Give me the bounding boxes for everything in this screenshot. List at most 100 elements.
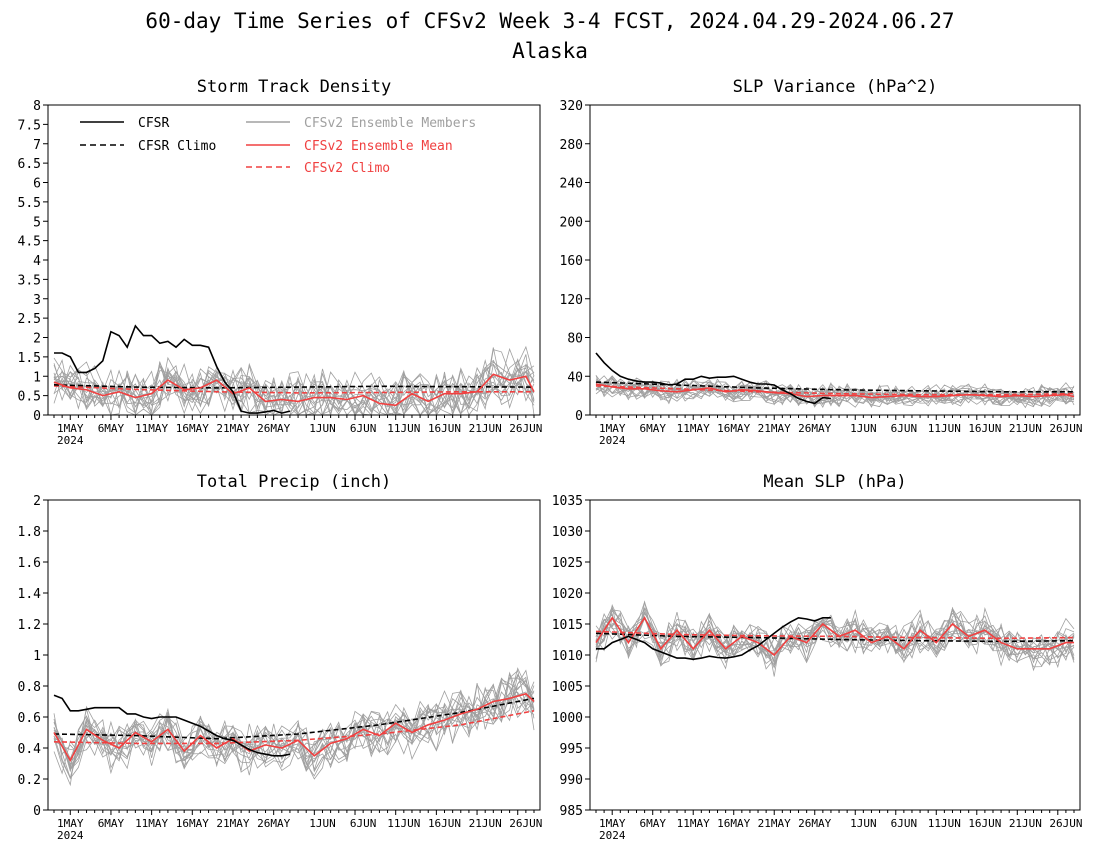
x-tick-label: 1MAY <box>599 422 626 435</box>
series-cfsr-climo <box>595 381 1074 393</box>
y-tick-label: 0.6 <box>18 711 41 726</box>
x-tick-label: 11JUN <box>928 817 961 830</box>
y-tick-label: 1 <box>33 649 41 664</box>
y-tick-label: 1010 <box>552 649 583 664</box>
x-tick-label: 6MAY <box>98 817 125 830</box>
ensemble-member-line <box>53 673 535 773</box>
y-tick-label: 0.8 <box>18 680 41 695</box>
y-tick-label: 0 <box>575 409 583 424</box>
y-tick-label: 1 <box>33 370 41 385</box>
x-tick-label: 16JUN <box>968 422 1001 435</box>
y-tick-label: 1015 <box>552 618 583 633</box>
ensemble-member-line <box>595 606 1075 670</box>
ensemble-member-line <box>595 612 1075 669</box>
legend: CFSR CFSR Climo CFSv2 Ensemble Members CFSv… <box>80 116 476 176</box>
x-tick-label: 1MAY <box>57 422 84 435</box>
x-tick-year: 2024 <box>57 434 84 447</box>
x-tick-label: 1MAY <box>599 817 626 830</box>
x-tick-label: 26MAY <box>257 817 290 830</box>
series-cfsv2-climo <box>595 385 1075 396</box>
x-tick-label: 21JUN <box>469 422 502 435</box>
x-tick-label: 6JUN <box>350 422 377 435</box>
ensemble-member-line <box>595 600 1075 668</box>
y-tick-label: 80 <box>567 332 583 347</box>
series-cfsv2-climo <box>53 385 534 394</box>
y-tick-label: 1.8 <box>18 525 41 540</box>
x-tick-label: 16MAY <box>717 422 750 435</box>
x-tick-label: 26MAY <box>798 422 831 435</box>
x-tick-label: 11MAY <box>677 422 710 435</box>
chart-panel-4: Mean SLP (hPa) 985 990 995 1000 1005 1010 1015 1… <box>552 472 1083 842</box>
ensemble-member-line <box>53 347 535 416</box>
ensemble-members <box>53 345 535 417</box>
y-tick-label: 280 <box>560 138 583 153</box>
x-tick-label: 21MAY <box>758 817 791 830</box>
ensemble-member-line <box>595 380 1075 408</box>
ensemble-member-line <box>53 669 535 779</box>
panel-title: Total Precip (inch) <box>197 472 391 492</box>
x-tick-year: 2024 <box>599 829 626 842</box>
x-tick-label: 6MAY <box>98 422 125 435</box>
y-tick-label: 0.2 <box>18 773 41 788</box>
x-tick-label: 6JUN <box>891 817 918 830</box>
chart-panel-2: SLP Variance (hPa^2) 0 40 80 120 160 200 240 280… <box>560 77 1083 447</box>
plot-frame <box>47 104 541 416</box>
ensemble-member-line <box>53 683 535 773</box>
y-tick-label: 0.4 <box>18 742 42 757</box>
x-tick-label: 16JUN <box>428 422 461 435</box>
x-tick-label: 11MAY <box>135 422 168 435</box>
y-tick-label: 6.5 <box>18 157 41 172</box>
plot-frame <box>47 499 541 811</box>
y-tick-label: 2.5 <box>18 312 41 327</box>
x-tick-label: 21JUN <box>469 817 502 830</box>
y-tick-label: 5.5 <box>18 196 41 211</box>
x-tick-label: 26MAY <box>257 422 290 435</box>
figure-title: 60-day Time Series of CFSv2 Week 3-4 FCS… <box>145 9 955 33</box>
x-tick-label: 1JUN <box>309 422 336 435</box>
x-tick-label: 16JUN <box>968 817 1001 830</box>
y-tick-label: 0 <box>33 804 41 819</box>
x-tick-label: 6JUN <box>350 817 377 830</box>
y-tick-label: 995 <box>560 742 583 757</box>
x-tick-label: 26JUN <box>509 422 542 435</box>
x-tick-label: 11MAY <box>677 817 710 830</box>
y-tick-label: 1020 <box>552 587 583 602</box>
y-tick-label: 1.6 <box>18 556 41 571</box>
x-tick-year: 2024 <box>599 434 626 447</box>
x-tick-label: 26JUN <box>1049 817 1082 830</box>
y-tick-label: 7 <box>33 138 41 153</box>
x-tick-label: 21JUN <box>1009 817 1042 830</box>
x-tick-label: 11JUN <box>387 422 420 435</box>
x-tick-label: 26JUN <box>509 817 542 830</box>
chart-panel-3: Total Precip (inch) 0 0.2 0.4 0.6 0.8 1 1.2 1.4 1… <box>18 472 543 842</box>
series-cfsr <box>54 324 291 414</box>
y-tick-label: 2 <box>33 332 41 347</box>
panel-title: Mean SLP (hPa) <box>763 472 906 492</box>
ensemble-member-line <box>53 678 535 775</box>
y-tick-label: 1035 <box>552 494 583 509</box>
ensemble-member-line <box>53 361 535 416</box>
ensemble-member-line <box>53 358 535 416</box>
x-tick-label: 16MAY <box>717 817 750 830</box>
figure-subtitle: Alaska <box>512 39 588 63</box>
x-tick-label: 6MAY <box>639 817 666 830</box>
y-tick-label: 6 <box>33 177 41 192</box>
ensemble-member-line <box>595 375 1075 408</box>
y-tick-label: 1025 <box>552 556 583 571</box>
y-tick-label: 200 <box>560 215 583 230</box>
legend-label: CFSv2 Climo <box>304 161 390 176</box>
y-tick-label: 1.5 <box>18 351 41 366</box>
series-cfsv2-ensemble-mean <box>53 692 535 763</box>
y-tick-label: 120 <box>560 293 583 308</box>
x-tick-label: 1JUN <box>309 817 336 830</box>
series-cfsr-climo <box>53 697 535 740</box>
y-tick-label: 3 <box>33 293 41 308</box>
y-tick-label: 985 <box>560 804 583 819</box>
y-tick-label: 1.2 <box>18 618 41 633</box>
series-cfsv2-ensemble-mean <box>53 373 535 407</box>
x-tick-label: 1JUN <box>850 817 877 830</box>
x-tick-label: 16JUN <box>428 817 461 830</box>
ensemble-members <box>595 375 1075 409</box>
series-cfsr <box>596 616 831 661</box>
